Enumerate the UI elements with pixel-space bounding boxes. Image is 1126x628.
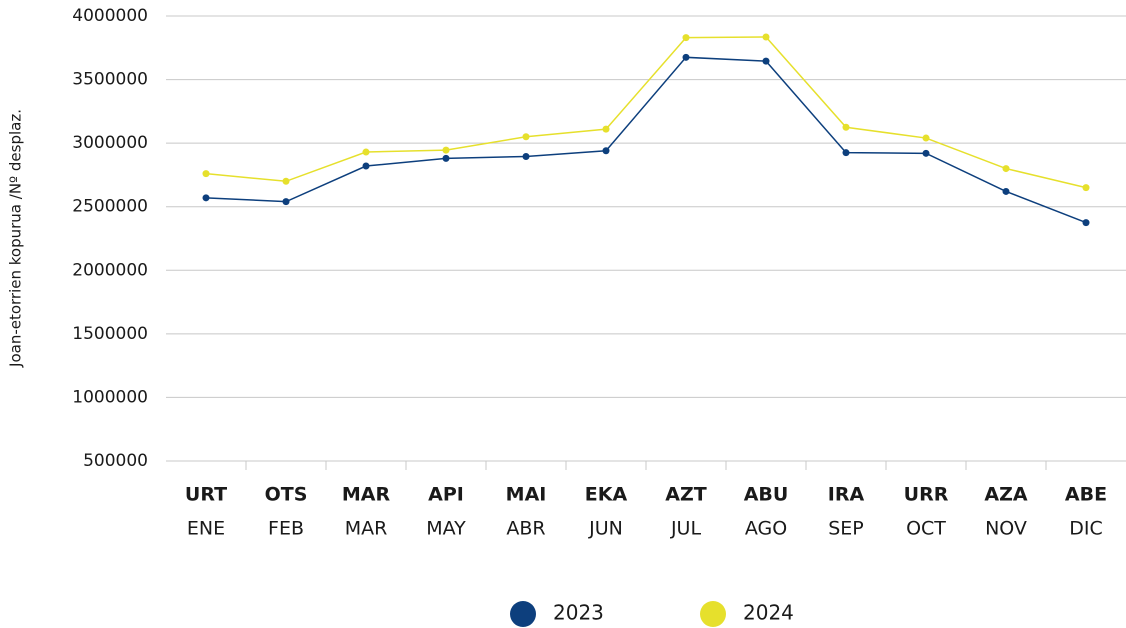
data-point bbox=[282, 177, 290, 185]
data-point bbox=[922, 149, 930, 157]
data-point bbox=[842, 149, 850, 157]
x-tick-label: OTS bbox=[265, 484, 308, 506]
data-point bbox=[282, 198, 290, 206]
data-point bbox=[442, 154, 450, 162]
data-point bbox=[762, 33, 770, 41]
x-tick-sublabel: SEP bbox=[828, 518, 864, 540]
data-point bbox=[1002, 165, 1010, 173]
y-tick-label: 2000000 bbox=[72, 260, 148, 280]
x-tick-label: MAI bbox=[506, 484, 547, 506]
data-point bbox=[442, 146, 450, 154]
data-point bbox=[202, 194, 210, 202]
x-tick-label: EKA bbox=[585, 484, 628, 506]
data-point bbox=[602, 125, 610, 133]
x-tick-label: ABU bbox=[744, 484, 789, 506]
x-tick-sublabel: MAR bbox=[345, 518, 388, 540]
legend-marker bbox=[700, 601, 726, 627]
y-tick-label: 4000000 bbox=[72, 6, 148, 26]
data-point bbox=[682, 53, 690, 61]
data-point bbox=[202, 170, 210, 178]
x-tick-label: IRA bbox=[828, 484, 865, 506]
x-tick-sublabel: ENE bbox=[187, 518, 225, 540]
x-tick-sublabel: NOV bbox=[985, 518, 1027, 540]
legend-label: 2024 bbox=[743, 601, 794, 625]
y-tick-label: 1500000 bbox=[72, 324, 148, 344]
y-tick-label: 1000000 bbox=[72, 387, 148, 407]
data-point bbox=[362, 162, 370, 170]
x-tick-sublabel: MAY bbox=[426, 518, 466, 540]
x-tick-sublabel: JUN bbox=[588, 518, 623, 540]
x-tick-label: MAR bbox=[342, 484, 391, 506]
data-point bbox=[922, 134, 930, 142]
x-tick-sublabel: OCT bbox=[906, 518, 946, 540]
data-point bbox=[762, 57, 770, 65]
legend-marker bbox=[510, 601, 536, 627]
y-axis-label: Joan-etorrien kopurua /Nº desplaz. bbox=[7, 109, 25, 368]
y-tick-label: 2500000 bbox=[72, 197, 148, 217]
x-tick-sublabel: DIC bbox=[1069, 518, 1103, 540]
x-tick-sublabel: AGO bbox=[745, 518, 787, 540]
x-tick-label: URT bbox=[185, 484, 227, 506]
data-point bbox=[1082, 219, 1090, 227]
series-line bbox=[205, 36, 1087, 189]
y-tick-label: 500000 bbox=[83, 451, 148, 471]
data-point bbox=[362, 148, 370, 156]
x-tick-label: AZT bbox=[665, 484, 706, 506]
x-tick-label: URR bbox=[904, 484, 949, 506]
data-point bbox=[522, 152, 530, 160]
data-point bbox=[1082, 184, 1090, 192]
data-point bbox=[842, 123, 850, 131]
x-tick-label: AZA bbox=[984, 484, 1027, 506]
data-point bbox=[682, 34, 690, 42]
x-tick-label: API bbox=[428, 484, 464, 506]
x-tick-sublabel: ABR bbox=[506, 518, 545, 540]
series-line bbox=[205, 56, 1087, 224]
data-point bbox=[602, 147, 610, 155]
x-tick-sublabel: JUL bbox=[670, 518, 702, 540]
y-tick-label: 3000000 bbox=[72, 133, 148, 153]
x-tick-sublabel: FEB bbox=[268, 518, 304, 540]
data-point bbox=[1002, 187, 1010, 195]
y-tick-label: 3500000 bbox=[72, 70, 148, 90]
legend-label: 2023 bbox=[553, 601, 604, 625]
data-point bbox=[522, 133, 530, 141]
x-tick-label: ABE bbox=[1065, 484, 1107, 506]
